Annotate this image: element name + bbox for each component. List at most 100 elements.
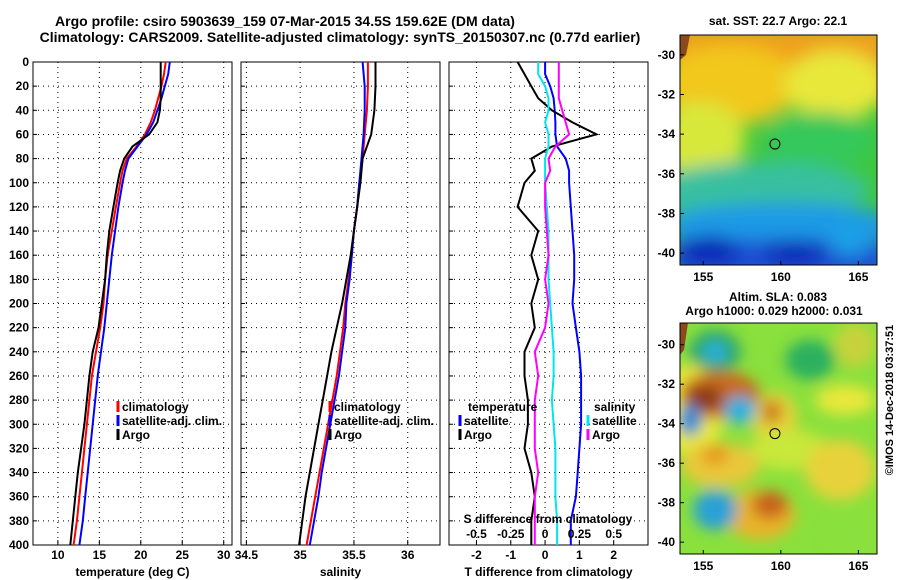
x-axis-label: T difference from climatology: [464, 565, 632, 579]
s-diff-tick-label: 0.5: [605, 527, 622, 541]
title-line1: Argo profile: csiro 5903639_159 07-Mar-2…: [55, 13, 515, 29]
sst-map: sat. SST: 22.7 Argo: 22.1 155 160 165 -30 -3…: [658, 14, 878, 284]
y-tick-label: 340: [9, 466, 29, 480]
x-tick-label: 36: [401, 548, 415, 562]
x-tick-label: 2: [610, 548, 617, 562]
map-x-tick-label: 155: [693, 270, 713, 284]
map-y-tick-label: -36: [658, 167, 676, 181]
y-tick-label: 60: [16, 127, 30, 141]
temp-argo-legend-label: Argo: [122, 428, 150, 442]
series-climatology: [72, 61, 167, 546]
s-diff-tick-label: 0: [542, 527, 549, 541]
map-y-tick-label: -38: [658, 206, 676, 220]
x-tick-label: 34.5: [235, 548, 259, 562]
diff-t-argo-legend-label: Argo: [464, 428, 492, 442]
diff-s-sat-legend-label: satellite: [592, 414, 637, 428]
sla-map-frame: [679, 322, 878, 555]
legend-salinity-title: salinity: [594, 400, 636, 414]
sal-argo-legend-label: Argo: [334, 428, 362, 442]
map-y-tick-label: -32: [658, 87, 676, 101]
diff-t-sat-legend-label: satellite: [464, 414, 509, 428]
title-line2: Climatology: CARS2009. Satellite-adjuste…: [40, 29, 641, 45]
y-tick-label: 220: [9, 321, 29, 335]
difference-panel: -2 -1 0 1 2 T difference from climatology -0.5…: [448, 61, 649, 579]
y-tick-label: 20: [16, 79, 30, 93]
y-tick-label: 380: [9, 514, 29, 528]
y-tick-label: 200: [9, 297, 29, 311]
sla-map: Altim. SLA: 0.083 Argo h1000: 0.029 h200…: [658, 290, 878, 573]
x-tick-label: 25: [176, 548, 190, 562]
y-tick-label: 300: [9, 417, 29, 431]
y-tick-label: 280: [9, 393, 29, 407]
y-tick-label: 360: [9, 490, 29, 504]
map-x-tick-label: 165: [848, 270, 868, 284]
argo-position-marker: [769, 138, 781, 150]
x-tick-label: 15: [93, 548, 107, 562]
y-tick-label: 40: [16, 103, 30, 117]
y-tick-label: 120: [9, 200, 29, 214]
y-tick-label: 100: [9, 176, 29, 190]
x-tick-label: 20: [134, 548, 148, 562]
sla-map-subtitle: Argo h1000: 0.029 h2000: 0.031: [685, 304, 863, 318]
x-tick-label: 1: [576, 548, 583, 562]
plot-frame: [240, 61, 441, 546]
y-tick-label: 320: [9, 441, 29, 455]
s-diff-tick-label: -0.5: [466, 527, 487, 541]
map-y-tick-label: -36: [658, 456, 676, 470]
y-tick-label: 400: [9, 538, 29, 552]
sst-map-axes: 155 160 165 -30 -32 -34 -36 -38 -40: [658, 48, 869, 284]
sst-map-title: sat. SST: 22.7 Argo: 22.1: [709, 14, 848, 28]
temp-clim-legend-label: climatology: [122, 400, 189, 414]
map-y-tick-label: -30: [658, 338, 676, 352]
s-diff-tick-label: -0.25: [497, 527, 525, 541]
sal-clim-legend-label: climatology: [334, 400, 401, 414]
map-y-tick-label: -32: [658, 377, 676, 391]
y-tick-label: 80: [16, 152, 30, 166]
map-y-tick-label: -38: [658, 496, 676, 510]
series-satellite-adj-clim-: [78, 61, 171, 546]
map-x-tick-label: 160: [771, 270, 791, 284]
y-tick-label: 260: [9, 369, 29, 383]
map-y-tick-label: -40: [658, 535, 676, 549]
salinity-panel: 34.5 35 35.5 36 salinity climatologysatellite…: [235, 61, 441, 579]
map-y-tick-label: -40: [658, 246, 676, 260]
map-x-tick-label: 155: [693, 559, 713, 573]
argo-position-marker: [769, 428, 781, 440]
series-t-argo: [516, 61, 600, 545]
s-diff-tick-label: 0.25: [568, 527, 592, 541]
y-tick-label: 140: [9, 224, 29, 238]
x-tick-label: 10: [51, 548, 65, 562]
x-tick-label: -1: [505, 548, 516, 562]
map-y-tick-label: -34: [658, 417, 676, 431]
series-s-argo: [533, 62, 571, 545]
sla-map-axes: 155 160 165 -30 -32 -34 -36 -38 -40: [658, 338, 869, 573]
x-axis-label: temperature (deg C): [75, 565, 189, 579]
map-x-tick-label: 165: [848, 559, 868, 573]
footer-timestamp: ©IMOS 14-Dec-2018 03:37:51: [884, 325, 896, 476]
map-x-tick-label: 160: [771, 559, 791, 573]
sst-map-frame: [679, 34, 878, 266]
y-tick-label: 0: [22, 55, 29, 69]
x-tick-label: 35.5: [342, 548, 366, 562]
x-tick-label: -2: [471, 548, 482, 562]
x-tick-label: 35: [293, 548, 307, 562]
y-tick-label: 240: [9, 345, 29, 359]
temperature-panel: 10 15 20 25 30020406080100120140160180200220…: [9, 55, 233, 579]
coastline: [680, 35, 690, 60]
diff-s-argo-legend-label: Argo: [592, 428, 620, 442]
series-argo: [69, 62, 162, 546]
map-y-tick-label: -30: [658, 48, 676, 62]
coastline: [680, 323, 688, 355]
x-tick-label: 30: [217, 548, 231, 562]
y-tick-label: 180: [9, 272, 29, 286]
temp-sat-legend-label: satellite-adj. clim.: [122, 414, 222, 428]
series-argo: [298, 62, 377, 546]
sla-map-title: Altim. SLA: 0.083: [729, 290, 827, 304]
plot-frame: [32, 61, 233, 546]
series-satellite-adj-clim-: [308, 61, 366, 546]
x-axis-label: salinity: [320, 565, 362, 579]
legend-temperature-title: temperature: [468, 400, 538, 414]
sal-sat-legend-label: satellite-adj. clim.: [334, 414, 434, 428]
map-y-tick-label: -34: [658, 127, 676, 141]
